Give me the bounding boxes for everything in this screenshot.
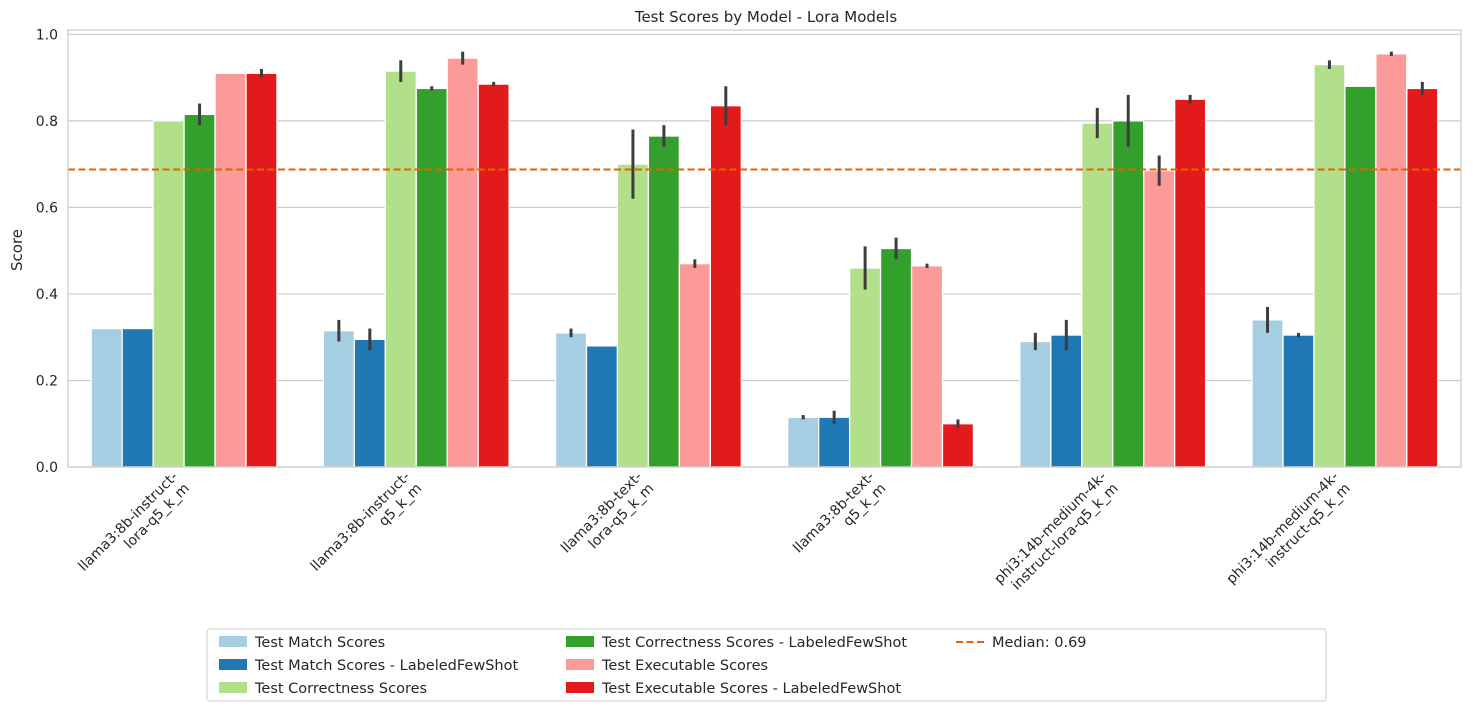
legend-swatch xyxy=(566,659,594,670)
legend-swatch xyxy=(219,659,247,670)
bar xyxy=(446,57,479,468)
bar xyxy=(910,265,944,468)
bar xyxy=(183,113,216,468)
y-axis-ticks: 0.0 0.2 0.4 0.6 0.8 1.0 xyxy=(36,27,58,476)
bar xyxy=(121,327,154,468)
y-axis-title: Score xyxy=(8,229,26,271)
bar xyxy=(1112,120,1145,468)
bar xyxy=(616,163,650,468)
y-tick-label: 0.6 xyxy=(36,200,58,216)
bar xyxy=(1081,122,1114,468)
bar xyxy=(415,87,448,468)
bar xyxy=(1313,63,1346,468)
y-tick-label: 0.8 xyxy=(36,114,58,130)
bar xyxy=(848,267,882,468)
bar xyxy=(245,72,278,468)
bar xyxy=(1143,169,1176,468)
bar xyxy=(585,345,619,468)
bar xyxy=(1282,334,1315,468)
y-tick-label: 0.0 xyxy=(36,460,58,476)
bar xyxy=(1050,334,1083,468)
bar xyxy=(554,332,588,468)
bar xyxy=(647,135,681,468)
bars xyxy=(90,53,1439,468)
error-bars xyxy=(198,51,1424,429)
legend-swatch xyxy=(219,636,247,647)
bar xyxy=(678,262,711,468)
bar xyxy=(353,338,386,468)
bar xyxy=(1344,85,1377,468)
bar xyxy=(1174,98,1207,468)
legend-box xyxy=(206,628,1327,702)
bar xyxy=(1019,340,1052,468)
bar xyxy=(1251,319,1284,468)
bar xyxy=(384,70,417,468)
legend: Test Match Scores Test Match Scores - Lab… xyxy=(206,628,1327,702)
bar xyxy=(322,330,355,468)
bar xyxy=(787,416,820,468)
chart-title: Test Scores by Model - Lora Models xyxy=(634,8,897,26)
legend-label: Test Correctness Scores - LabeledFewShot xyxy=(601,635,907,651)
y-tick-label: 0.2 xyxy=(36,373,58,389)
legend-label: Test Match Scores - LabeledFewShot xyxy=(254,658,518,674)
legend-label: Test Correctness Scores xyxy=(254,681,427,697)
legend-swatch xyxy=(566,636,594,647)
bar xyxy=(709,105,742,468)
bar xyxy=(1375,53,1408,468)
legend-label: Test Executable Scores - LabeledFewShot xyxy=(601,681,901,697)
bar xyxy=(879,247,913,468)
legend-label: Median: 0.69 xyxy=(992,635,1087,651)
y-tick-label: 0.4 xyxy=(36,287,58,303)
bar xyxy=(152,120,185,468)
bar xyxy=(941,423,975,468)
legend-label: Test Executable Scores xyxy=(601,658,768,674)
bar xyxy=(214,72,247,468)
bar xyxy=(90,327,123,468)
bar xyxy=(477,83,510,468)
legend-swatch xyxy=(219,682,247,693)
bar xyxy=(1406,87,1439,468)
plot-frame xyxy=(67,29,1462,468)
y-tick-label: 1.0 xyxy=(36,27,58,43)
bar xyxy=(818,416,851,468)
legend-swatch xyxy=(566,682,594,693)
legend-label: Test Match Scores xyxy=(254,635,385,651)
